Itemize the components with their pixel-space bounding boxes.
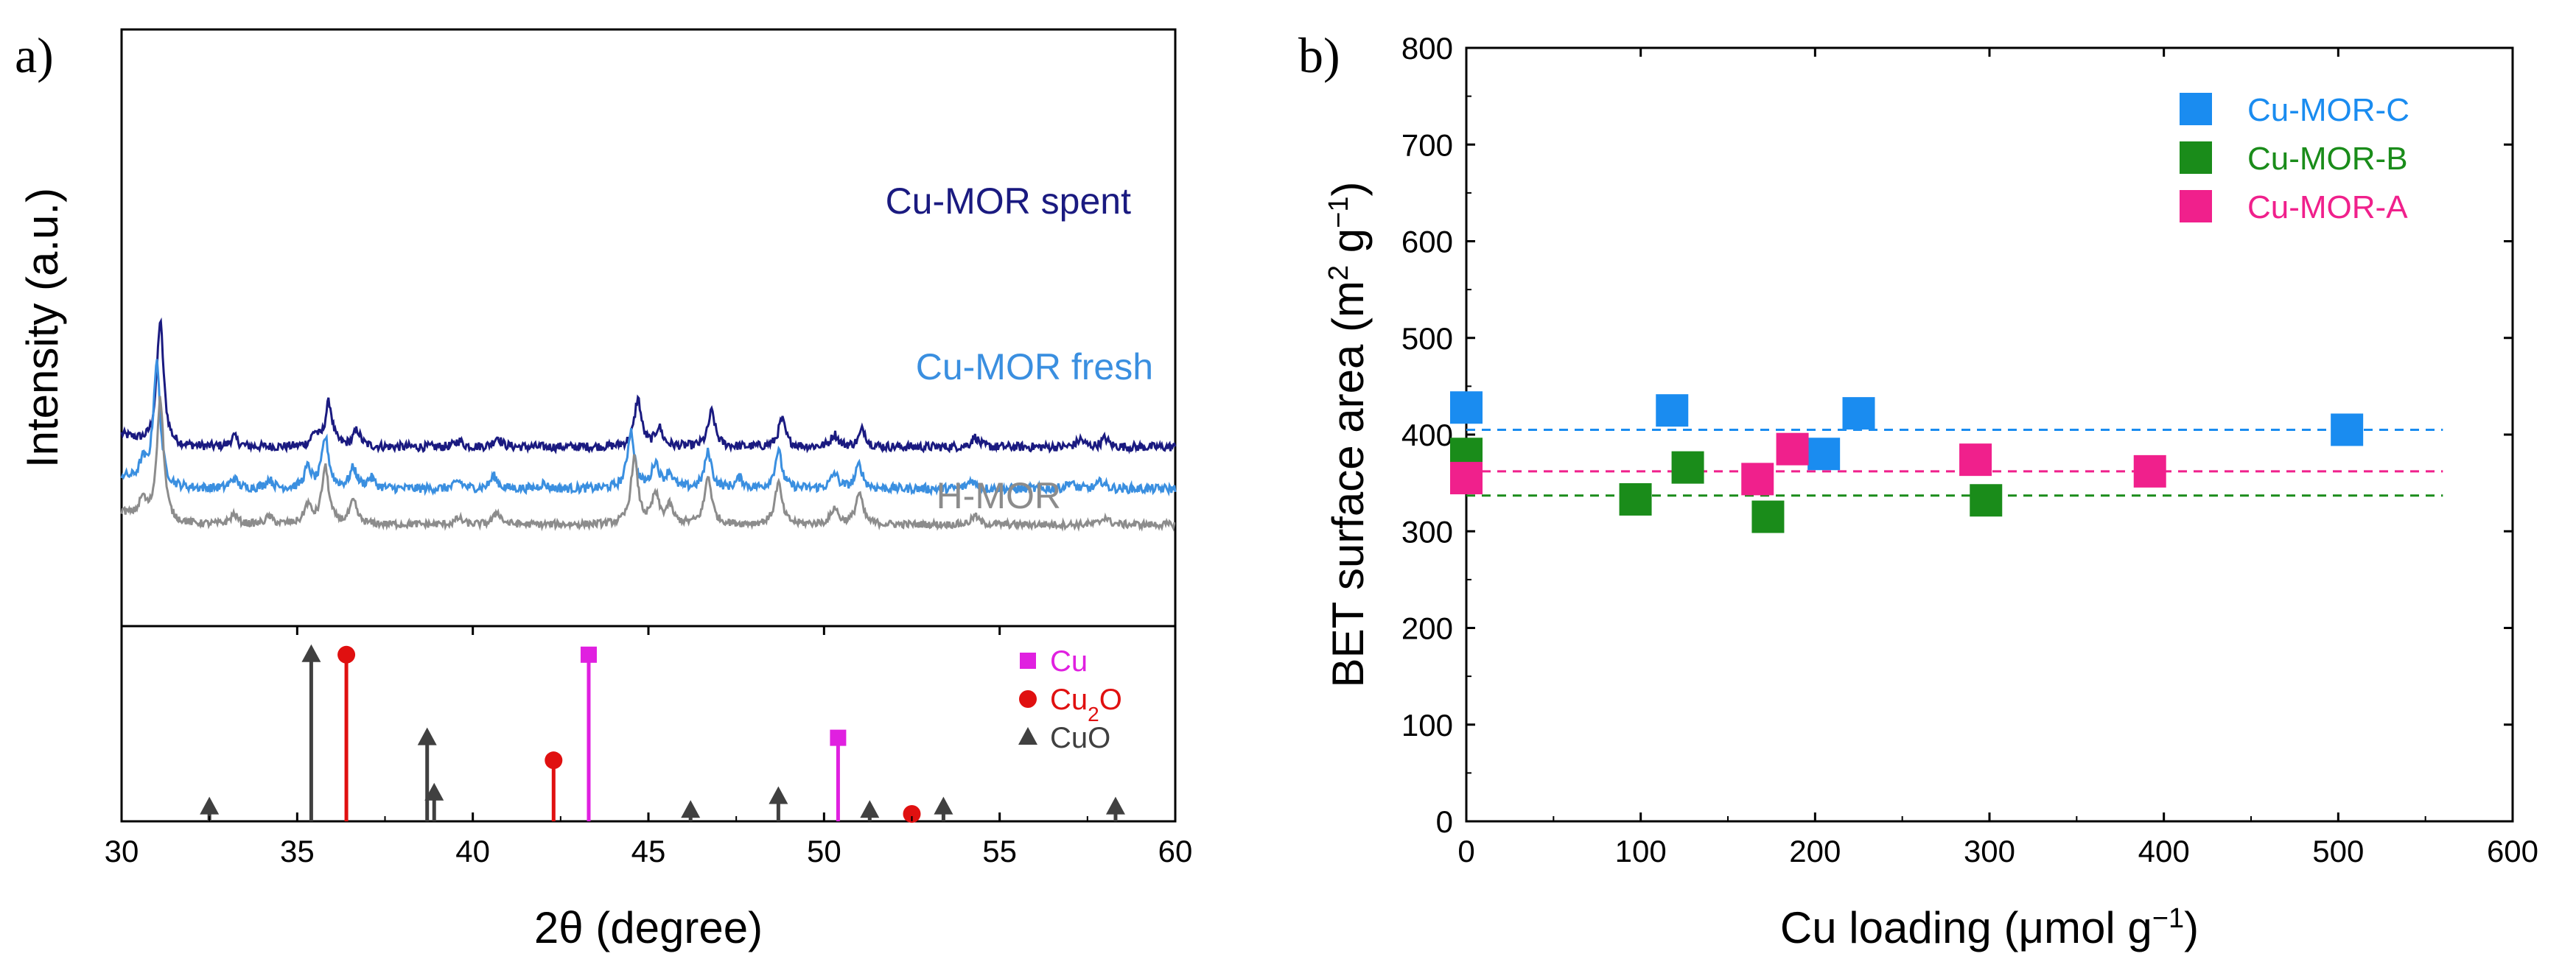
panel-a-label: a) — [15, 27, 54, 83]
xrd-series-label: Cu-MOR spent — [886, 180, 1132, 222]
b-y-tick-label: 100 — [1401, 708, 1453, 742]
b-x-tick-label: 300 — [1964, 834, 2015, 868]
scatter-point-cu-mor-a — [1959, 443, 1992, 477]
panel-a-y-axis-title: Intensity (a.u.) — [18, 188, 67, 468]
a-x-tick-label: 35 — [280, 834, 315, 868]
scatter-point-cu-mor-b — [1751, 500, 1785, 533]
b-x-tick-label: 500 — [2312, 834, 2364, 868]
cuo-marker — [424, 782, 444, 801]
b-y-tick-label: 300 — [1401, 514, 1453, 549]
a-x-tick-label: 30 — [105, 834, 139, 868]
cuo-marker — [200, 796, 220, 815]
reference-legend-label: CuO — [1050, 722, 1110, 754]
cuo-marker — [1105, 796, 1125, 815]
cuo-marker — [301, 644, 321, 662]
cuo-marker — [681, 800, 701, 818]
panel-b-y-ticks: 0 100 200 300 400 500 600 700 800 — [1401, 31, 2513, 839]
scatter-point-cu-mor-b — [1970, 484, 2003, 517]
mean-lines-group — [1466, 428, 2443, 497]
reference-sticks-group — [200, 644, 1125, 823]
b-x-tick-label: 200 — [1789, 834, 1841, 868]
b-y-tick-label: 200 — [1401, 611, 1453, 646]
b-x-tick-label: 600 — [2487, 834, 2538, 868]
panel-a-x-axis-title: 2θ (degree) — [534, 903, 763, 952]
a-x-tick-label: 55 — [982, 834, 1017, 868]
cu-marker — [1020, 653, 1036, 669]
xrd-line-cu-mor-spent — [120, 317, 1177, 454]
xrd-line-h-mor — [120, 396, 1176, 533]
legend-label-cu-mor-b: Cu-MOR-B — [2247, 141, 2408, 177]
b-y-tick-label: 700 — [1401, 127, 1453, 162]
cuo-marker — [769, 786, 788, 804]
panel-a-x-ticks: 30 35 40 45 50 55 60 — [105, 626, 1193, 868]
scatter-points-group — [1450, 391, 2364, 533]
legend-swatch-cu-mor-c — [2180, 93, 2212, 125]
cuo-marker — [860, 800, 880, 818]
legend-label-cu-mor-c: Cu-MOR-C — [2247, 92, 2409, 128]
legend-swatch-cu-mor-a — [2180, 190, 2212, 222]
b-y-tick-label: 600 — [1401, 225, 1453, 259]
panel-a-lower-frame — [120, 625, 1177, 823]
legend-swatch-cu-mor-b — [2180, 141, 2212, 174]
scatter-point-cu-mor-c — [1450, 391, 1483, 424]
cu-marker — [830, 729, 847, 746]
b-x-tick-label: 100 — [1615, 834, 1667, 868]
scatter-point-cu-mor-c — [1807, 438, 1841, 471]
scatter-point-cu-mor-a — [2133, 454, 2166, 488]
reference-legend-label: Cu2O — [1050, 684, 1122, 726]
reference-legend-label: Cu — [1050, 645, 1088, 678]
cu2o-marker — [1019, 690, 1037, 708]
cu-marker — [580, 646, 597, 663]
cu2o-marker — [903, 805, 921, 823]
b-y-tick-label: 500 — [1401, 321, 1453, 356]
xrd-series-group — [120, 317, 1177, 533]
panel-b-legend: Cu-MOR-C Cu-MOR-B Cu-MOR-A — [2180, 92, 2409, 225]
panel-b-x-ticks: 0 100 200 300 400 500 600 — [1457, 48, 2538, 868]
cu2o-marker — [337, 645, 356, 664]
panel-b-label: b) — [1298, 27, 1340, 83]
xrd-series-label: H-MOR — [937, 475, 1061, 516]
a-x-tick-label: 50 — [807, 834, 841, 868]
scatter-point-cu-mor-c — [1656, 394, 1689, 427]
xrd-series-labels: Cu-MOR spent Cu-MOR fresh H-MOR — [886, 180, 1153, 516]
cuo-marker — [1018, 727, 1037, 745]
legend-label-cu-mor-a: Cu-MOR-A — [2247, 189, 2408, 225]
a-x-tick-label: 45 — [631, 834, 666, 868]
scatter-point-cu-mor-b — [1671, 451, 1704, 484]
panel-a-upper-frame — [120, 28, 1177, 628]
scatter-point-cu-mor-a — [1741, 463, 1774, 496]
scatter-point-cu-mor-c — [1842, 397, 1875, 430]
panel-b-x-axis-title: Cu loading (μmol g−1) — [1780, 903, 2199, 952]
xrd-line-cu-mor-fresh — [120, 359, 1177, 497]
b-x-tick-label: 0 — [1457, 834, 1474, 868]
b-y-tick-label: 0 — [1436, 804, 1453, 839]
cuo-marker — [934, 796, 953, 815]
scatter-point-cu-mor-b — [1619, 482, 1652, 516]
cu2o-marker — [545, 751, 563, 770]
xrd-series-label: Cu-MOR fresh — [916, 346, 1153, 387]
scatter-point-cu-mor-a — [1450, 462, 1483, 495]
a-x-tick-label: 40 — [455, 834, 490, 868]
cuo-marker — [417, 727, 437, 745]
panel-b-chart: 0 100 200 300 400 500 600 700 800 0 100 200 300 400 5… — [1323, 31, 2538, 952]
scatter-point-cu-mor-c — [2331, 413, 2364, 446]
a-x-tick-label: 60 — [1158, 834, 1193, 868]
b-y-tick-label: 800 — [1401, 31, 1453, 66]
b-y-tick-label: 400 — [1401, 418, 1453, 452]
b-x-tick-label: 400 — [2138, 834, 2190, 868]
scatter-point-cu-mor-a — [1776, 432, 1809, 466]
panel-b-y-axis-title: BET surface area (m2 g−1) — [1323, 182, 1373, 688]
